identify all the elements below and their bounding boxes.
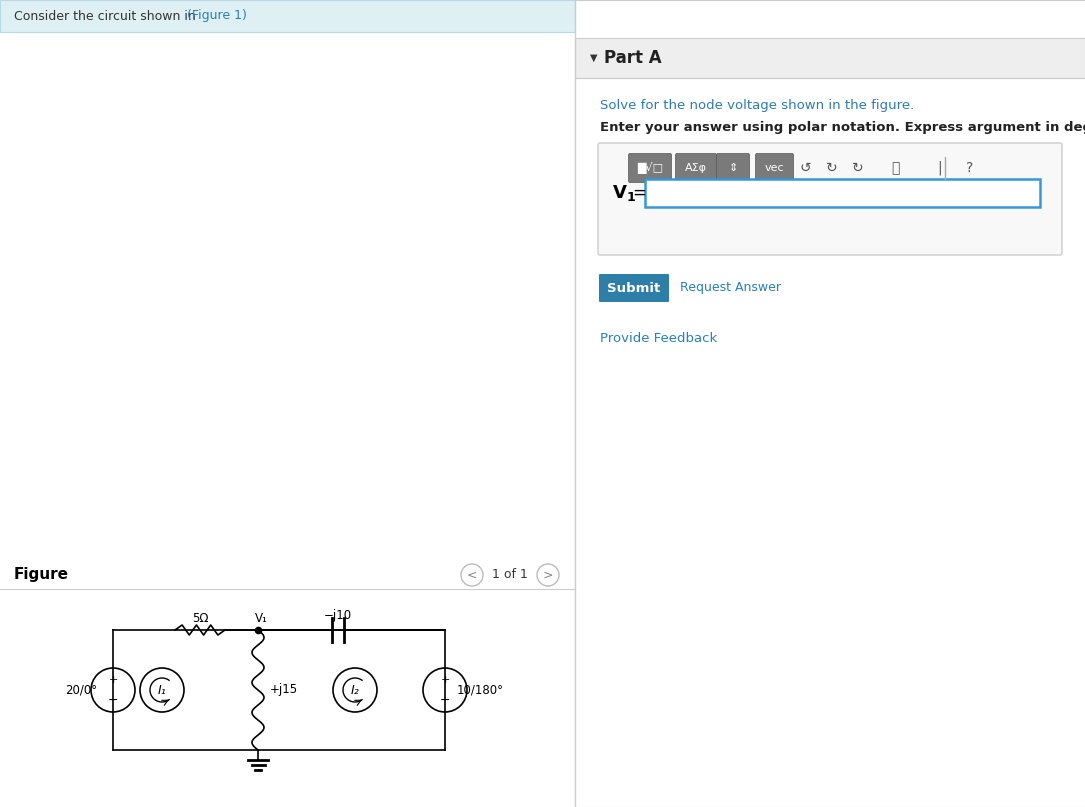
Text: Provide Feedback: Provide Feedback — [600, 332, 717, 345]
Text: −j10: −j10 — [324, 608, 352, 621]
Text: Consider the circuit shown in: Consider the circuit shown in — [14, 10, 200, 23]
Text: ▼: ▼ — [590, 53, 598, 63]
Text: ⇕: ⇕ — [728, 163, 738, 173]
FancyBboxPatch shape — [716, 153, 750, 182]
Text: █√□: █√□ — [637, 162, 663, 174]
Text: =: = — [631, 184, 646, 202]
Text: |: | — [937, 161, 942, 175]
Text: −: − — [439, 693, 450, 706]
Text: $\mathbf{V_1}$: $\mathbf{V_1}$ — [612, 183, 636, 203]
Text: +: + — [441, 675, 449, 685]
Text: Request Answer: Request Answer — [680, 282, 781, 295]
FancyBboxPatch shape — [598, 143, 1062, 255]
Text: Submit: Submit — [608, 282, 661, 295]
Text: V₁: V₁ — [255, 612, 267, 625]
Text: +j15: +j15 — [270, 684, 298, 696]
FancyBboxPatch shape — [0, 0, 575, 32]
Text: Solve for the node voltage shown in the figure.: Solve for the node voltage shown in the … — [600, 98, 915, 111]
Text: ?: ? — [967, 161, 973, 175]
Text: Enter your answer using polar notation. Express argument in degrees.: Enter your answer using polar notation. … — [600, 122, 1085, 135]
Text: −: − — [107, 693, 118, 706]
Text: 10/180°: 10/180° — [457, 684, 503, 696]
Text: +: + — [108, 675, 117, 685]
Text: vec: vec — [765, 163, 784, 173]
Text: I₁: I₁ — [157, 684, 166, 696]
Text: Part A: Part A — [604, 49, 662, 67]
Text: 20/0°: 20/0° — [65, 684, 97, 696]
FancyBboxPatch shape — [644, 179, 1041, 207]
FancyBboxPatch shape — [599, 274, 669, 302]
FancyBboxPatch shape — [575, 38, 1085, 78]
Text: <: < — [467, 568, 477, 582]
Text: ↺: ↺ — [800, 161, 810, 175]
Text: Figure: Figure — [14, 567, 69, 583]
Text: ↻: ↻ — [852, 161, 864, 175]
Text: ↻: ↻ — [826, 161, 838, 175]
Text: >: > — [542, 568, 553, 582]
Text: ⌹: ⌹ — [891, 161, 899, 175]
Text: 5Ω: 5Ω — [192, 612, 208, 625]
FancyBboxPatch shape — [676, 153, 716, 182]
Text: I₂: I₂ — [350, 684, 359, 696]
Text: (Figure 1): (Figure 1) — [187, 10, 247, 23]
Text: ΑΣφ: ΑΣφ — [685, 163, 707, 173]
FancyBboxPatch shape — [755, 153, 793, 182]
Text: 1 of 1: 1 of 1 — [493, 568, 528, 582]
FancyBboxPatch shape — [628, 153, 672, 182]
